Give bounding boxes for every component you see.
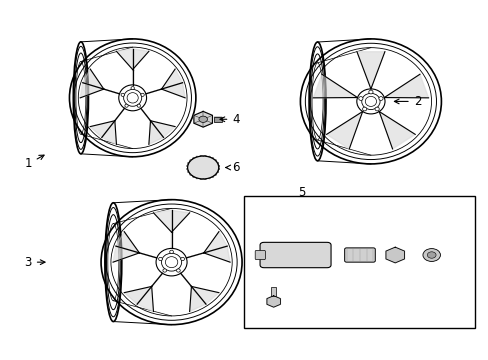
Polygon shape <box>116 232 157 258</box>
Ellipse shape <box>158 257 162 261</box>
Ellipse shape <box>121 93 124 96</box>
Polygon shape <box>113 246 157 262</box>
Polygon shape <box>266 296 280 307</box>
FancyBboxPatch shape <box>344 248 374 262</box>
Ellipse shape <box>181 257 184 261</box>
Ellipse shape <box>131 86 134 90</box>
Polygon shape <box>171 210 189 248</box>
Ellipse shape <box>199 165 206 170</box>
Ellipse shape <box>169 250 173 253</box>
Polygon shape <box>384 74 427 98</box>
Polygon shape <box>186 232 227 258</box>
Polygon shape <box>132 49 148 85</box>
Ellipse shape <box>124 104 128 107</box>
Polygon shape <box>102 108 124 144</box>
Polygon shape <box>153 210 171 248</box>
Polygon shape <box>186 246 230 262</box>
Ellipse shape <box>199 116 207 122</box>
Polygon shape <box>356 52 384 89</box>
Bar <box>244 196 474 328</box>
Ellipse shape <box>163 269 166 272</box>
Ellipse shape <box>193 161 212 175</box>
Polygon shape <box>124 273 162 304</box>
Polygon shape <box>326 112 362 149</box>
Text: 3: 3 <box>24 256 45 269</box>
Polygon shape <box>137 273 162 311</box>
Polygon shape <box>313 74 357 98</box>
Polygon shape <box>180 273 205 311</box>
Ellipse shape <box>368 90 372 94</box>
Text: 2: 2 <box>394 95 420 108</box>
Polygon shape <box>116 49 132 85</box>
Ellipse shape <box>362 107 366 111</box>
Ellipse shape <box>137 104 140 107</box>
Ellipse shape <box>176 269 180 272</box>
Ellipse shape <box>427 252 435 258</box>
Polygon shape <box>145 83 185 98</box>
FancyBboxPatch shape <box>260 242 330 268</box>
Polygon shape <box>80 83 119 98</box>
Text: 6: 6 <box>225 161 239 174</box>
FancyBboxPatch shape <box>213 117 222 122</box>
Ellipse shape <box>422 249 440 261</box>
Polygon shape <box>385 247 404 263</box>
Ellipse shape <box>358 96 362 100</box>
Polygon shape <box>82 69 119 94</box>
FancyBboxPatch shape <box>255 250 265 260</box>
Polygon shape <box>378 112 414 149</box>
Polygon shape <box>141 108 175 138</box>
Ellipse shape <box>197 163 209 172</box>
Polygon shape <box>90 108 124 138</box>
Polygon shape <box>141 108 163 144</box>
Text: 1: 1 <box>24 155 44 170</box>
Ellipse shape <box>187 156 218 179</box>
Polygon shape <box>194 111 212 127</box>
Text: 5: 5 <box>297 186 305 199</box>
Polygon shape <box>180 273 219 304</box>
Ellipse shape <box>190 158 216 177</box>
Polygon shape <box>145 69 182 94</box>
Ellipse shape <box>141 93 144 96</box>
FancyBboxPatch shape <box>271 287 276 296</box>
Ellipse shape <box>374 107 379 111</box>
Text: 4: 4 <box>220 113 239 126</box>
Ellipse shape <box>378 96 382 100</box>
